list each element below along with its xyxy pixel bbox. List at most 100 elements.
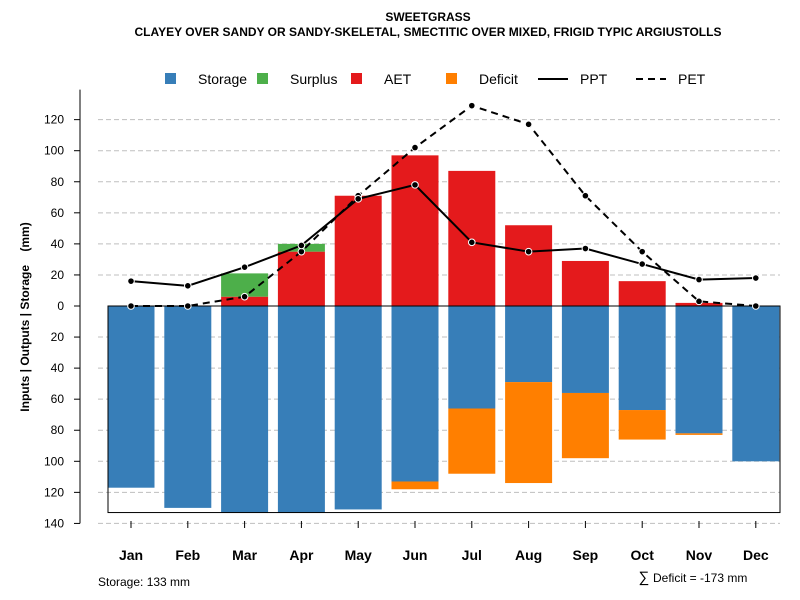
surplus-bar-mar (221, 273, 269, 297)
ppt-point-feb (184, 282, 192, 290)
ppt-point-oct (638, 260, 647, 268)
storage-bar-apr (277, 306, 325, 513)
ppt-point-dec (752, 274, 760, 282)
ppt-point-nov (695, 275, 703, 284)
pet-point-feb (184, 302, 192, 310)
ppt-point-jan (127, 277, 135, 285)
pet-point-apr (297, 247, 306, 256)
x-tick-label-jan: Jan (119, 547, 143, 563)
aet-bar-sep (561, 260, 609, 306)
pet-point-jul (468, 101, 476, 110)
pet-point-oct (638, 247, 647, 256)
deficit-footnote: Deficit = -173 mm (653, 571, 747, 585)
ppt-point-jul (468, 238, 476, 247)
storage-bar-mar (221, 306, 269, 513)
aet-bar-may (334, 195, 382, 306)
legend-swatch-deficit (446, 73, 457, 84)
ppt-point-may (354, 195, 363, 203)
axes: 120 100 80 60 40 20 0 20 40 60 80 100 120 140 Jan Feb Ma… (44, 89, 769, 563)
deficit-bar-jul (448, 408, 496, 474)
legend-label-ppt: PPT (580, 71, 608, 87)
bars (107, 155, 781, 514)
legend-swatch-aet (351, 73, 362, 84)
x-tick-label-apr: Apr (289, 547, 314, 563)
y-tick-label: 80 (51, 175, 65, 189)
pet-point-dec (752, 302, 760, 310)
ppt-point-aug (524, 247, 533, 256)
x-tick-label-dec: Dec (743, 547, 769, 563)
storage-bar-jun (391, 306, 439, 482)
pet-point-nov (695, 297, 703, 306)
gridlines (98, 119, 780, 524)
deficit-bar-aug (505, 382, 553, 484)
storage-bar-feb (164, 306, 212, 508)
y-tick-label: 80 (51, 423, 65, 437)
deficit-bar-nov (675, 433, 723, 435)
pet-line (131, 104, 756, 307)
storage-footnote: Storage: 133 mm (98, 575, 190, 589)
aet-bar-mar (221, 296, 269, 306)
aet-bar-jun (391, 155, 439, 306)
y-tick-label: 20 (51, 268, 65, 282)
legend-swatch-storage (165, 73, 176, 84)
x-tick-label-jun: Jun (403, 547, 428, 563)
y-tick-label: 140 (44, 516, 64, 530)
legend-label-storage: Storage (198, 71, 247, 87)
pet-point-aug (524, 120, 533, 129)
ppt-point-apr (297, 241, 306, 250)
x-tick-label-jul: Jul (462, 547, 482, 563)
y-axis-label: Inputs | Outputs | Storage (mm) (18, 222, 32, 411)
y-tick-label: 20 (51, 330, 65, 344)
storage-bar-dec (732, 306, 780, 462)
pet-point-jan (127, 302, 135, 310)
y-tick-label: 40 (51, 237, 65, 251)
legend-label-deficit: Deficit (479, 71, 518, 87)
storage-bar-may (334, 306, 382, 510)
deficit-bar-oct (618, 410, 666, 440)
deficit-bar-jun (391, 481, 439, 490)
aet-bar-apr (277, 251, 325, 306)
aet-bar-aug (505, 225, 553, 306)
legend-label-pet: PET (678, 71, 706, 87)
legend: Storage Surplus AET Deficit PPT PET (165, 71, 706, 87)
ppt-point-sep (581, 244, 590, 253)
pet-point-jun (411, 143, 419, 152)
x-tick-label-mar: Mar (232, 547, 257, 563)
ppt-point-jun (411, 181, 419, 189)
chart-title: SWEETGRASS (385, 10, 470, 24)
storage-bar-jul (448, 306, 496, 409)
x-tick-label-aug: Aug (515, 547, 542, 563)
y-tick-label: 0 (57, 299, 64, 313)
ppt-point-mar (240, 263, 249, 271)
x-tick-label-sep: Sep (573, 547, 599, 563)
x-tick-label-nov: Nov (686, 547, 713, 563)
pet-point-mar (240, 292, 249, 301)
legend-label-aet: AET (384, 71, 412, 87)
aet-bar-oct (618, 281, 666, 306)
x-tick-label-feb: Feb (175, 547, 200, 563)
legend-swatch-surplus (257, 73, 268, 84)
deficit-bar-sep (561, 392, 609, 459)
y-tick-label: 40 (51, 361, 65, 375)
aet-bar-jul (448, 170, 496, 306)
chart-subtitle: CLAYEY OVER SANDY OR SANDY-SKELETAL, SME… (135, 25, 722, 39)
y-tick-label: 100 (44, 454, 64, 468)
storage-bar-oct (618, 306, 666, 411)
series-lines (127, 101, 760, 310)
y-tick-label: 60 (51, 206, 65, 220)
ppt-line (130, 183, 756, 287)
y-tick-label: 120 (44, 113, 64, 127)
legend-label-surplus: Surplus (290, 71, 337, 87)
storage-bar-sep (561, 306, 609, 393)
y-tick-label: 120 (44, 485, 64, 499)
pet-point-sep (581, 191, 590, 200)
storage-bar-nov (675, 306, 723, 434)
y-tick-label: 60 (51, 392, 65, 406)
storage-bar-jan (107, 306, 155, 488)
storage-bar-aug (505, 306, 553, 383)
deficit-sum-symbol: ∑ (639, 569, 650, 586)
x-tick-label-oct: Oct (631, 547, 655, 563)
y-tick-label: 100 (44, 144, 64, 158)
x-tick-label-may: May (345, 547, 372, 563)
